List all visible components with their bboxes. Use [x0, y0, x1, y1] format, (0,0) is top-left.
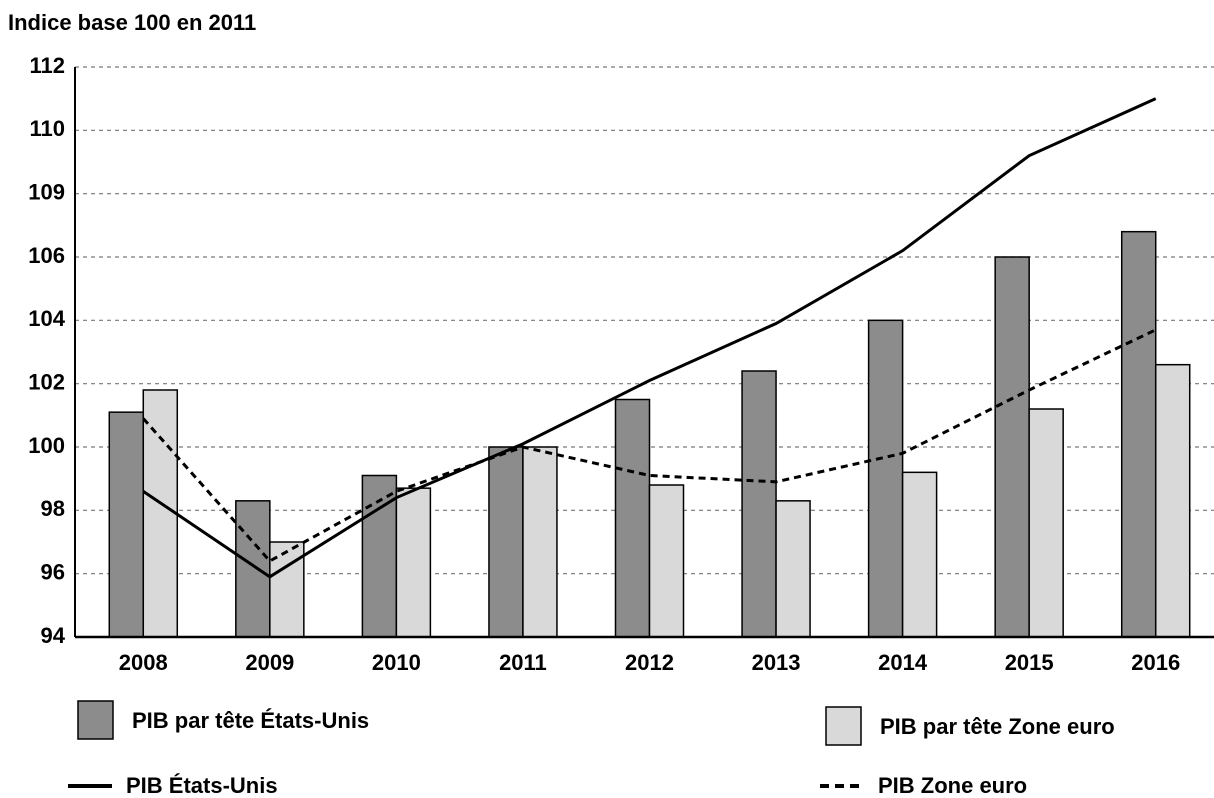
x-tick-label: 2013: [752, 650, 801, 675]
bar: [395, 487, 432, 638]
bar: [235, 500, 271, 638]
bar: [488, 446, 524, 638]
bar: [1120, 230, 1157, 638]
y-tick-label: 102: [28, 369, 65, 394]
x-tick-label: 2009: [245, 650, 294, 675]
legend-swatch: [825, 706, 862, 746]
bar: [648, 484, 685, 638]
bar: [269, 541, 305, 638]
y-tick-label: 106: [28, 243, 65, 268]
bar: [522, 446, 558, 638]
x-tick-label: 2008: [119, 650, 168, 675]
y-tick-label: 104: [28, 306, 65, 331]
y-tick-label: 94: [41, 623, 66, 648]
bar: [867, 319, 904, 638]
y-tick-label: 98: [41, 496, 65, 521]
bar: [901, 471, 938, 638]
x-tick-label: 2016: [1131, 650, 1180, 675]
x-tick-label: 2015: [1005, 650, 1054, 675]
legend-label: PIB par tête Zone euro: [880, 714, 1115, 739]
bar: [775, 500, 811, 638]
bar: [741, 370, 777, 638]
chart-title: Indice base 100 en 2011: [8, 10, 256, 35]
bar: [108, 411, 145, 638]
y-tick-label: 109: [28, 179, 65, 204]
y-tick-label: 112: [30, 53, 66, 78]
line: [142, 328, 1157, 563]
x-tick-label: 2010: [372, 650, 421, 675]
line: [142, 97, 1157, 579]
bar: [994, 256, 1030, 638]
bar: [1028, 408, 1064, 638]
x-tick-label: 2014: [878, 650, 928, 675]
bar: [614, 398, 651, 638]
y-tick-label: 100: [28, 433, 65, 458]
legend-label: PIB Zone euro: [878, 773, 1027, 798]
x-tick-label: 2011: [499, 650, 547, 675]
legend-label: PIB par tête États-Unis: [132, 708, 369, 733]
y-tick-label: 110: [30, 116, 66, 141]
y-tick-label: 96: [41, 559, 65, 584]
legend-label: PIB États-Unis: [126, 773, 278, 798]
bar: [1154, 363, 1191, 638]
bar: [142, 389, 179, 638]
legend-swatch: [77, 700, 114, 740]
x-tick-label: 2012: [625, 650, 674, 675]
